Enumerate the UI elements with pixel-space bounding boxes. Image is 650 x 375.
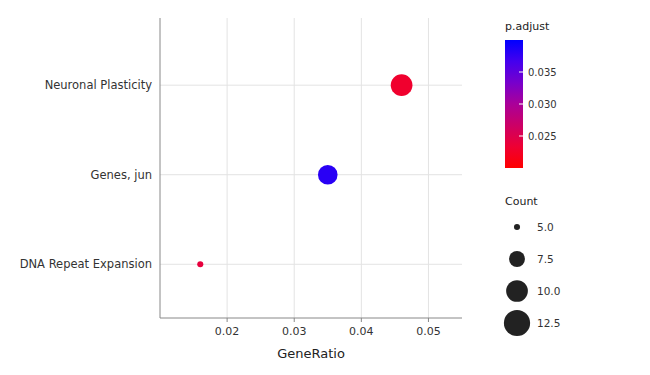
point (318, 165, 338, 185)
grid (160, 18, 462, 318)
grid-line-x (428, 18, 429, 318)
size-legend-dot (514, 224, 520, 230)
x-tick (428, 318, 429, 322)
x-tick-label: 0.03 (282, 325, 307, 338)
y-tick-label: Genes, jun (91, 168, 152, 182)
x-axis-label: GeneRatio (277, 346, 345, 361)
x-tick-label: 0.02 (215, 325, 240, 338)
colorbar-tick (519, 104, 523, 105)
y-tick-label: Neuronal Plasticity (45, 78, 153, 92)
colorbar-tick (519, 72, 523, 73)
x-tick-label: 0.04 (349, 325, 374, 338)
grid-line-y (160, 264, 462, 265)
size-legend-label: 5.0 (537, 221, 554, 233)
colorbar-tick-label: 0.025 (528, 131, 557, 142)
size-legend-title: Count (505, 195, 538, 208)
y-tick-label: DNA Repeat Expansion (20, 257, 152, 271)
colorbar-tick (519, 136, 523, 137)
chart: 0.02 0.03 0.04 0.05 GeneRatio DNA Repeat Expa… (0, 0, 650, 375)
points (197, 74, 412, 267)
x-tick-label: 0.05 (416, 325, 441, 338)
x-axis-line (160, 318, 462, 319)
size-legend-label: 12.5 (537, 317, 560, 329)
colorbar-tick-label: 0.030 (528, 99, 557, 110)
x-tick (294, 318, 295, 322)
grid-line-x (361, 18, 362, 318)
x-tick (227, 318, 228, 322)
size-legend-dot (506, 280, 528, 302)
grid-line-y (160, 174, 462, 175)
point (197, 261, 203, 267)
colorbar-tick-label: 0.035 (528, 67, 557, 78)
size-legend-dot (509, 251, 525, 267)
size-legend-dot (504, 310, 530, 336)
point (391, 74, 413, 96)
grid-line-x (294, 18, 295, 318)
size-legend-label: 10.0 (537, 285, 560, 297)
grid-line-y (160, 85, 462, 86)
size-legend-label: 7.5 (537, 253, 554, 265)
y-axis-line (160, 18, 161, 318)
colorbar (505, 40, 523, 168)
colorbar-title: p.adjust (505, 20, 550, 33)
x-tick (361, 318, 362, 322)
grid-line-x (227, 18, 228, 318)
